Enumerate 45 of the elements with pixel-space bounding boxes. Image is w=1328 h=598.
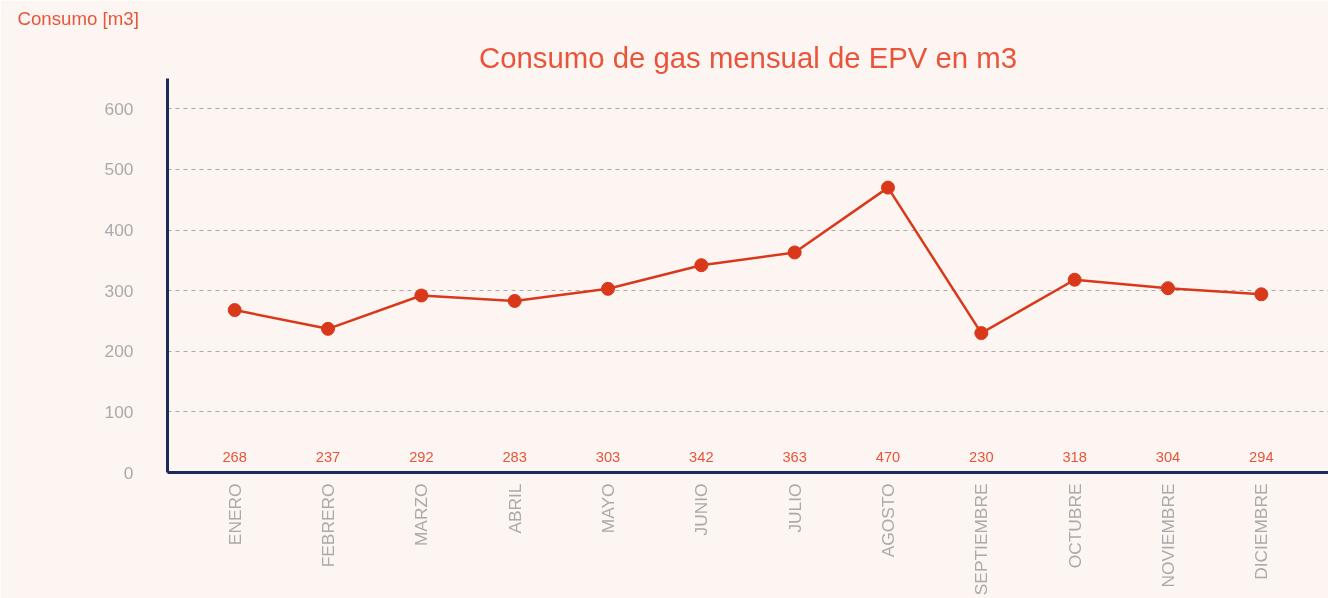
point [787,245,802,260]
point [227,303,242,318]
point [507,293,522,308]
annotation: 294 [1249,448,1274,465]
annotation: 303 [595,448,621,465]
annotation: 230 [969,448,994,465]
y-tick-label: 100 [104,401,134,422]
point [601,281,616,296]
y-tick-label: 200 [104,341,134,362]
x-tick-label: JUNIO [691,483,712,536]
annotation: 237 [315,448,341,465]
x-tick-label: AGOSTO [877,483,898,558]
x-tick-label: ABRIL [504,483,525,534]
y-tick-label: 300 [104,280,134,301]
point [1160,281,1175,296]
point [414,288,429,303]
annotation: 470 [875,448,901,465]
x-tick-label: JULIO [784,483,805,533]
y-tick-label: 500 [104,159,134,180]
point [1067,272,1082,287]
annotation: 268 [222,448,247,465]
point [1254,287,1269,302]
annotation: 304 [1155,448,1181,465]
x-tick-label: ENERO [224,483,245,546]
y-tick-label: 400 [104,220,134,241]
point [880,180,895,195]
chart-title: Consumo de gas mensual de EPV en m3 [479,40,1018,74]
annotation: 283 [502,448,527,465]
annotation: 342 [689,448,714,465]
y-tick-label: 600 [104,98,134,119]
y-axis-title: Consumo [m3] [17,7,139,29]
x-tick-label: SEPTIEMBRE [971,483,992,596]
x-tick-label: NOVIEMBRE [1157,483,1178,588]
point [974,326,989,341]
point [694,258,709,273]
annotation: 292 [409,448,434,465]
x-tick-label: DICIEMBRE [1251,483,1272,580]
x-tick-label: MAYO [598,483,619,534]
annotation: 363 [782,448,807,465]
x-tick-label: MARZO [411,483,432,547]
x-tick-label: FEBRERO [318,483,339,568]
x-tick-label: OCTUBRE [1064,483,1085,569]
y-tick-label: 0 [123,462,134,483]
annotation: 318 [1062,448,1087,465]
point [321,321,336,336]
